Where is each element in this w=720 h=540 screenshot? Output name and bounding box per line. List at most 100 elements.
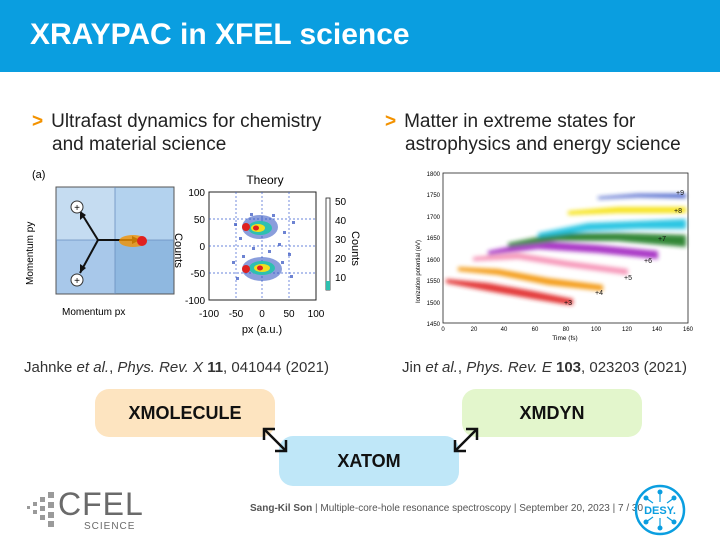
charge-state-band — [488, 241, 658, 259]
y-tick: 1650 — [427, 236, 441, 242]
y-tick: 1750 — [427, 193, 441, 199]
charge-state-band — [598, 194, 686, 199]
xmdyn-label: XMDYN — [519, 402, 585, 423]
footer-separator: | — [513, 503, 517, 514]
right-bullet: > Matter in extreme states for astrophysi… — [385, 110, 681, 156]
cbar-tick: 50 — [335, 197, 347, 208]
y-tick: 1800 — [427, 172, 441, 178]
charge-label: +4 — [595, 290, 603, 297]
footer-date: September 20, 2023 — [519, 503, 610, 514]
x-tick: 20 — [471, 327, 478, 333]
cfel-science-text: SCIENCE — [84, 521, 136, 532]
x-axis-label: px (a.u.) — [242, 324, 282, 336]
y-tick: 1600 — [427, 258, 441, 264]
x-tick: 120 — [622, 327, 633, 333]
citation-etal: et al. — [76, 359, 110, 376]
title-bar: XRAYPAC in XFEL science — [0, 0, 720, 72]
theory-label: Theory — [246, 173, 283, 187]
y-tick: 1450 — [427, 322, 441, 328]
cfel-logo-icon — [27, 492, 54, 527]
y-tick: 1550 — [427, 279, 441, 285]
x-tick: 160 — [683, 327, 694, 333]
xatom-box: XATOM — [279, 436, 459, 486]
slide-title: XRAYPAC in XFEL science — [30, 18, 410, 51]
charge-label: +5 — [624, 275, 632, 282]
bullet-arrow-icon: > — [385, 111, 397, 132]
momentum-diagram: + + — [55, 186, 175, 295]
footer-page: 7 — [618, 503, 624, 514]
charge-label: +8 — [674, 208, 682, 215]
charge-state-band — [568, 207, 686, 215]
x-tick: 0 — [441, 327, 445, 333]
y-axis-label: Ionization potential (eV) — [416, 240, 422, 303]
footer-separator: | — [612, 503, 616, 514]
charge-state-band — [508, 233, 686, 247]
charge-state-band — [458, 267, 603, 291]
y-tick: -100 — [185, 296, 205, 307]
charge-state-band — [538, 219, 686, 237]
momentum-figure: (a) + + Momentum py Momentum px Theory — [25, 169, 361, 336]
x-tick: 60 — [532, 327, 539, 333]
counts-left-label: Counts — [172, 233, 184, 268]
citation-authors: Jahnke — [24, 359, 73, 376]
x-axis-label: Time (fs) — [552, 335, 577, 342]
xmolecule-box: XMOLECULE — [95, 389, 275, 437]
citation-journal: Phys. Rev. E — [466, 359, 552, 376]
bullet-arrow-icon: > — [32, 111, 44, 132]
xatom-label: XATOM — [337, 450, 401, 471]
desy-logo-text: DESY. — [644, 505, 676, 517]
double-arrow-icon — [262, 427, 288, 453]
citation-etal: et al. — [425, 359, 458, 376]
x-tick: -100 — [199, 309, 219, 320]
double-arrow-icon — [453, 427, 479, 453]
right-bullet-line1: Matter in extreme states for — [404, 111, 636, 132]
ionization-figure: +3 +4 +5 +6 +7 +8 +9 1800 1750 1700 1650… — [416, 172, 694, 342]
y-tick: 1700 — [427, 215, 441, 221]
counts-right-label: Counts — [349, 231, 361, 266]
momentum-x-label: Momentum px — [62, 307, 125, 318]
cbar-tick: 20 — [335, 254, 347, 265]
charge-label: +7 — [658, 236, 666, 243]
charge-state-band — [473, 253, 628, 275]
citation-authors: Jin — [402, 359, 422, 376]
y-tick: -50 — [191, 269, 206, 280]
right-bullet-line2: astrophysics and energy science — [405, 134, 681, 155]
citation-journal: Phys. Rev. X — [117, 359, 204, 376]
left-bullet: > Ultrafast dynamics for chemistry and ma… — [32, 110, 321, 156]
right-citation: Jin et al., Phys. Rev. E 103, 023203 (20… — [402, 359, 687, 376]
charge-label: +9 — [676, 190, 684, 197]
xmolecule-label: XMOLECULE — [128, 402, 242, 423]
footer-separator: | — [315, 503, 318, 514]
y-tick: 0 — [199, 242, 205, 253]
x-tick: 80 — [563, 327, 570, 333]
footer-author: Sang-Kil Son — [250, 503, 313, 514]
footer-total: / 30 — [626, 503, 644, 514]
charge-label: +6 — [644, 258, 652, 265]
panel-label: (a) — [32, 169, 45, 181]
footer-talk: Multiple-core-hole resonance spectroscop… — [320, 503, 512, 514]
left-bullet-line1: Ultrafast dynamics for chemistry — [51, 111, 322, 132]
cfel-logo-text: CFEL — [58, 486, 144, 522]
footer: Sang-Kil Son | Multiple-core-hole resona… — [250, 503, 643, 514]
x-tick: 0 — [259, 309, 265, 320]
y-tick: 50 — [194, 215, 206, 226]
charge-label: +3 — [564, 300, 572, 307]
cbar-tick: 10 — [335, 273, 347, 284]
charge-state-band — [446, 279, 573, 305]
citation-rest: , 041044 (2021) — [223, 359, 329, 376]
citation-volume: 103 — [556, 359, 582, 376]
citation-volume: 11 — [207, 359, 224, 376]
y-tick: 100 — [188, 188, 205, 199]
plus-sign: + — [74, 276, 80, 287]
cbar-tick: 30 — [335, 235, 347, 246]
x-tick: 140 — [652, 327, 663, 333]
xmdyn-box: XMDYN — [462, 389, 642, 437]
theory-histogram: Theory 100 50 0 -50 - — [172, 173, 361, 336]
momentum-y-label: Momentum py — [25, 222, 36, 285]
x-tick: 40 — [501, 327, 508, 333]
x-tick: 50 — [283, 309, 295, 320]
x-tick: 100 — [308, 309, 325, 320]
citation-rest: , 023203 (2021) — [581, 359, 687, 376]
desy-logo-icon: DESY. — [634, 484, 686, 536]
x-tick: 100 — [591, 327, 602, 333]
